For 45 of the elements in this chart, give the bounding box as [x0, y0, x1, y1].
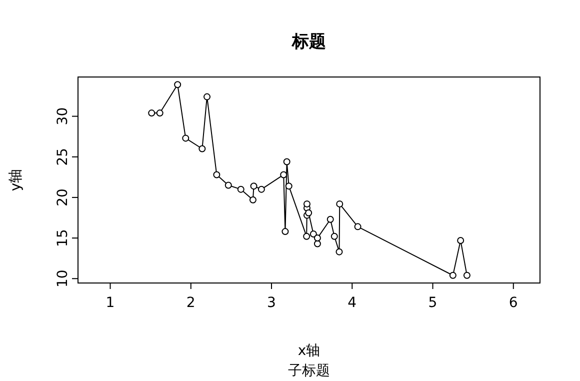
x-axis-title: x轴 [298, 343, 320, 359]
point [303, 232, 310, 240]
y-axis-title: y轴 [8, 168, 24, 192]
point [237, 186, 244, 193]
point [280, 171, 288, 178]
point [224, 182, 232, 189]
point [282, 228, 289, 236]
chart-title: 标题 [291, 32, 326, 52]
y-tick-label: 20 [55, 188, 71, 206]
point [156, 110, 164, 117]
y-tick-label: 30 [55, 107, 71, 126]
point [303, 200, 310, 208]
point [285, 182, 292, 190]
x-tick-label: 1 [106, 295, 115, 311]
point [463, 272, 470, 279]
point [314, 234, 321, 242]
point [174, 81, 182, 88]
point [310, 230, 317, 238]
point [305, 209, 312, 216]
point [250, 182, 258, 190]
text: 子标题 [288, 363, 330, 379]
point [182, 134, 190, 142]
point [148, 110, 156, 117]
point [336, 248, 343, 256]
point [336, 200, 344, 208]
y-tick-label: 10 [55, 270, 71, 288]
point [249, 196, 256, 204]
x-tick-label: 6 [508, 295, 518, 311]
point [314, 240, 321, 248]
point [354, 223, 362, 230]
y-tick-label: 25 [55, 148, 71, 166]
point [457, 236, 464, 244]
point [330, 232, 338, 240]
point [213, 171, 220, 178]
point [198, 145, 206, 152]
x-tick-label: 3 [267, 295, 276, 311]
point [449, 272, 456, 279]
point [204, 93, 211, 100]
x-tick-label: 4 [348, 295, 357, 311]
point [258, 186, 265, 193]
y-tick-label: 15 [55, 229, 71, 247]
point [283, 158, 290, 166]
point [326, 216, 334, 223]
x-tick-label: 5 [428, 295, 438, 311]
x-tick-label: 2 [186, 295, 196, 311]
